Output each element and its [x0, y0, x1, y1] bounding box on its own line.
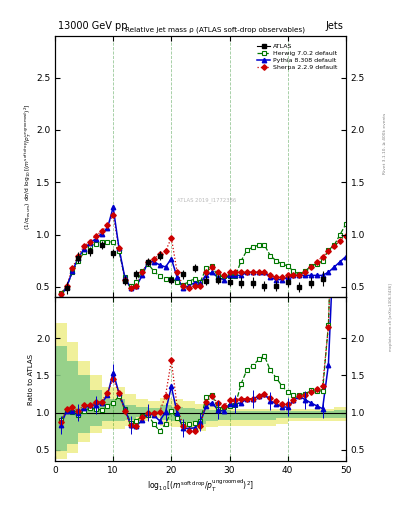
- Text: mcplots.cern.ch [arXiv:1306.3436]: mcplots.cern.ch [arXiv:1306.3436]: [389, 284, 393, 351]
- Text: ATLAS 2019_I1772386: ATLAS 2019_I1772386: [176, 198, 236, 203]
- Title: Relative jet mass ρ (ATLAS soft-drop observables): Relative jet mass ρ (ATLAS soft-drop obs…: [125, 27, 305, 33]
- Legend: ATLAS, Herwig 7.0.2 default, Pythia 8.308 default, Sherpa 2.2.9 default: ATLAS, Herwig 7.0.2 default, Pythia 8.30…: [254, 41, 340, 73]
- Y-axis label: $(1/\sigma_{\rm resum})$ d$\sigma$/d $\log_{10}[(m^{\rm soft\,drop}/p_T^{\rm ung: $(1/\sigma_{\rm resum})$ d$\sigma$/d $\l…: [23, 103, 35, 230]
- Text: Jets: Jets: [325, 20, 343, 31]
- Text: 13000 GeV pp: 13000 GeV pp: [58, 20, 127, 31]
- Text: Rivet 3.1.10, ≥ 400k events: Rivet 3.1.10, ≥ 400k events: [383, 113, 387, 174]
- Y-axis label: Ratio to ATLAS: Ratio to ATLAS: [28, 354, 35, 404]
- X-axis label: $\log_{10}[(m^{\rm soft\,drop}/p_T^{\rm ungroomed})^2]$: $\log_{10}[(m^{\rm soft\,drop}/p_T^{\rm …: [147, 477, 254, 494]
